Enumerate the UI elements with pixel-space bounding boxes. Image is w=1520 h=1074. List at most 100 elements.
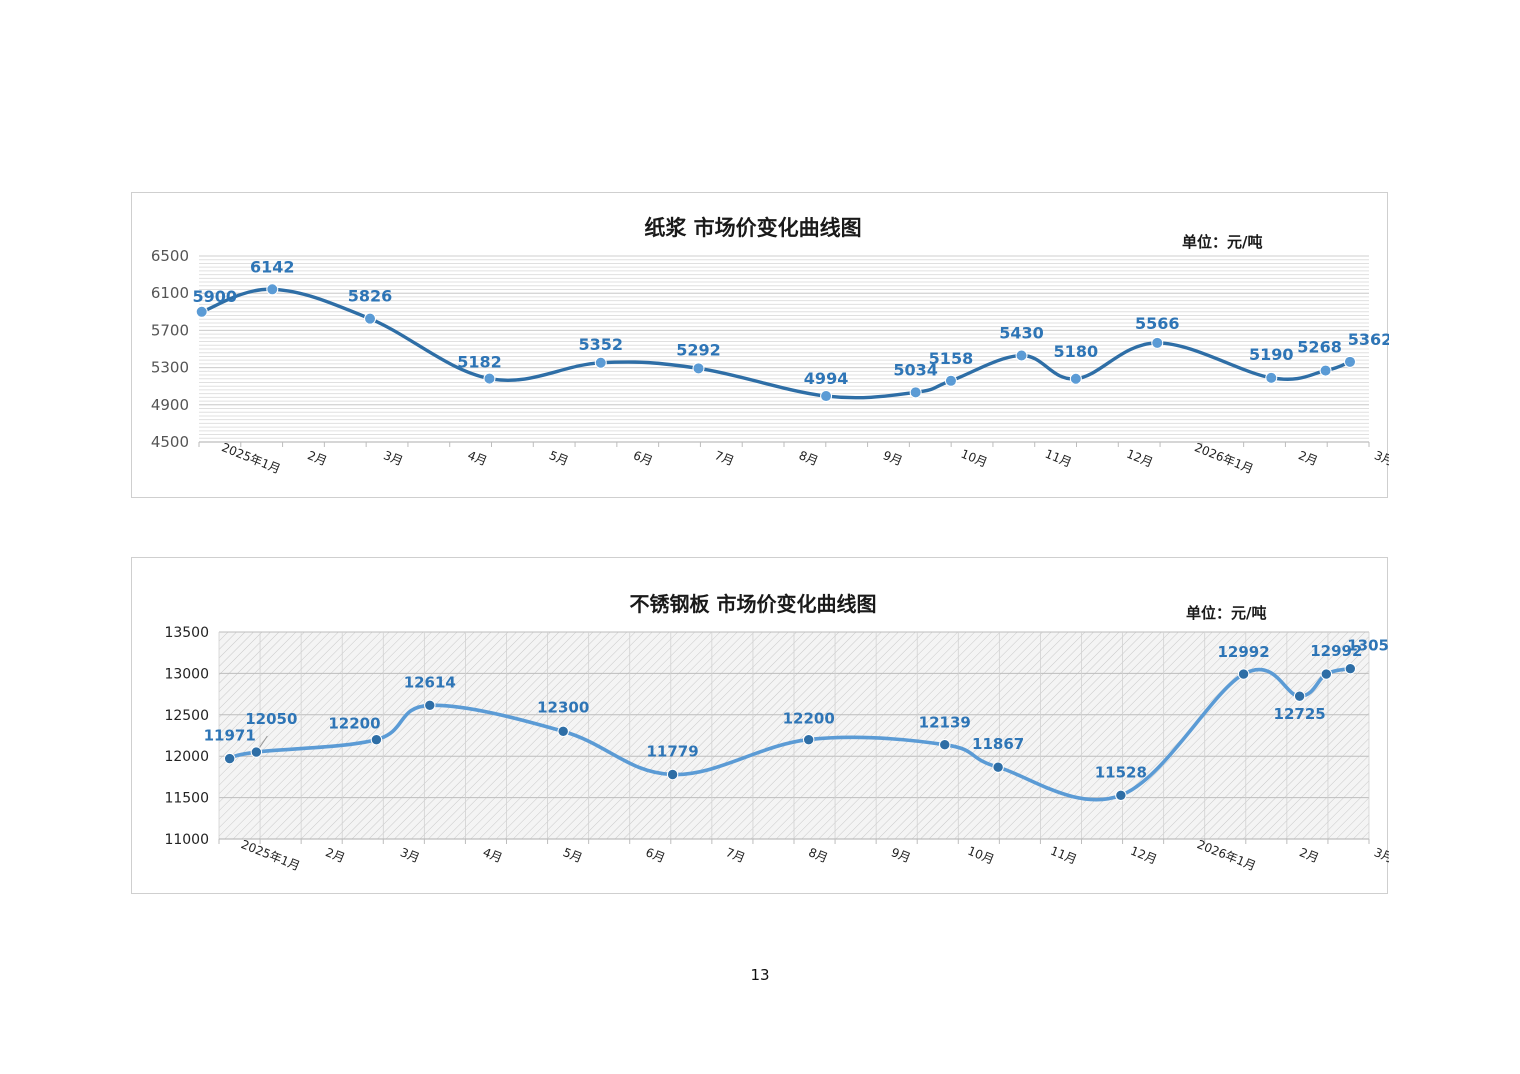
page-number: 13 — [750, 966, 770, 984]
steel-y-tick-label: 12000 — [164, 749, 209, 765]
steel-data-point — [1115, 789, 1127, 801]
steel-data-point — [557, 725, 569, 738]
pulp-y-tick-label: 6500 — [151, 247, 189, 265]
pulp-x-tick-label: 7月 — [713, 448, 736, 468]
steel-x-tick-label: 4月 — [481, 845, 504, 865]
pulp-x-tick-label: 3月 — [1372, 448, 1389, 468]
pulp-data-point — [364, 312, 377, 325]
pulp-data-point — [483, 372, 496, 385]
steel-y-tick-label: 11000 — [164, 832, 209, 848]
pulp-data-point — [944, 374, 957, 387]
steel-x-tick-label: 2月 — [1297, 845, 1320, 865]
steel-data-point — [1293, 690, 1306, 702]
pulp-data-label: 5826 — [348, 287, 393, 306]
steel-data-point — [250, 746, 263, 758]
pulp-x-tick-label: 12月 — [1124, 447, 1155, 470]
steel-data-label: 12139 — [919, 714, 971, 732]
steel-x-tick-label: 3月 — [398, 845, 421, 865]
steel-x-tick-label: 2025年1月 — [239, 837, 302, 873]
pulp-x-tick-label: 8月 — [797, 448, 820, 468]
pulp-data-label: 5900 — [192, 287, 237, 306]
pulp-data-point — [195, 305, 208, 318]
steel-data-label: 12200 — [783, 710, 835, 728]
pulp-y-tick-label: 5300 — [151, 359, 189, 377]
pulp-x-tick-label: 9月 — [881, 448, 904, 468]
steel-data-point — [666, 768, 679, 781]
steel-x-tick-label: 2月 — [324, 845, 347, 865]
steel-x-tick-label: 11月 — [1048, 844, 1079, 867]
steel-x-tick-label: 9月 — [889, 845, 912, 865]
steel-x-tick-label: 6月 — [644, 845, 667, 865]
pulp-data-point — [1069, 372, 1082, 385]
steel-x-tick-label: 8月 — [806, 845, 829, 865]
pulp-data-point — [820, 390, 833, 403]
pulp-data-label: 5180 — [1054, 342, 1099, 361]
steel-y-tick-label: 13500 — [164, 625, 209, 641]
steel-data-label: 13057 — [1347, 637, 1389, 655]
pulp-x-tick-label: 3月 — [382, 448, 405, 468]
steel-data-label: 12200 — [328, 715, 380, 733]
steel-data-point — [939, 738, 951, 751]
steel-data-label: 12300 — [537, 698, 589, 716]
pulp-data-label: 5034 — [893, 360, 938, 379]
steel-x-tick-label: 10月 — [966, 844, 997, 867]
steel-data-label: 11528 — [1095, 763, 1147, 781]
pulp-data-point — [909, 386, 922, 399]
steel-data-point — [370, 733, 383, 746]
steel-x-tick-label: 7月 — [724, 845, 747, 865]
pulp-x-tick-label: 6月 — [631, 448, 654, 468]
steel-data-point — [1320, 668, 1333, 680]
pulp-data-label: 5158 — [929, 349, 974, 368]
steel-data-label: 12992 — [1218, 643, 1270, 661]
pulp-data-point — [1319, 364, 1332, 377]
pulp-data-label: 5352 — [578, 335, 623, 354]
steel-unit-label: 单位：元/吨 — [1186, 604, 1266, 622]
pulp-x-tick-label: 5月 — [547, 448, 570, 468]
steel-data-label: 12992 — [1310, 642, 1362, 660]
pulp-data-point — [1265, 371, 1278, 384]
pulp-y-tick-label: 6100 — [151, 284, 189, 302]
steel-data-label: 12725 — [1274, 705, 1326, 723]
steel-x-tick-label: 5月 — [561, 845, 584, 865]
pulp-data-point — [692, 362, 705, 375]
pulp-data-label: 6142 — [250, 257, 295, 276]
steel-data-label: 11971 — [204, 727, 256, 745]
steel-data-label: 11779 — [647, 742, 699, 760]
pulp-data-point — [1015, 349, 1028, 362]
pulp-data-label: 5362 — [1348, 330, 1389, 349]
steel-data-point — [223, 752, 236, 765]
steel-chart-title: 不锈钢板 市场价变化曲线图 — [630, 592, 877, 616]
pulp-data-point — [594, 356, 607, 369]
steel-data-label: 12050 — [245, 710, 297, 728]
steel-y-tick-label: 12500 — [164, 708, 209, 724]
pulp-x-tick-label: 2025年1月 — [220, 440, 283, 476]
pulp-data-label: 5430 — [999, 324, 1044, 343]
steel-price-line — [227, 666, 1353, 802]
steel-x-tick-label: 12月 — [1128, 844, 1159, 867]
steel-data-label: 11867 — [972, 735, 1024, 753]
steel-y-tick-label: 13000 — [164, 666, 209, 682]
steel-data-point — [802, 733, 815, 746]
pulp-x-tick-label: 10月 — [959, 447, 990, 470]
pulp-price-chart: 纸浆 市场价变化曲线图 单位：元/吨 4500 4900 5300 5700 6100 650… — [131, 192, 1389, 498]
pulp-y-tick-label: 4500 — [151, 433, 189, 451]
steel-data-point — [1237, 668, 1250, 680]
steel-data-point — [1344, 662, 1357, 675]
steel-x-tick-label: 2026年1月 — [1195, 837, 1258, 873]
pulp-data-label: 5182 — [457, 353, 502, 372]
pulp-x-tick-label: 2026年1月 — [1192, 440, 1255, 476]
steel-data-point — [992, 761, 1004, 773]
pulp-y-tick-label: 5700 — [151, 321, 189, 339]
steel-data-point — [424, 699, 436, 712]
pulp-data-label: 5566 — [1135, 314, 1180, 333]
pulp-data-label: 5268 — [1297, 338, 1342, 357]
pulp-x-tick-label: 11月 — [1043, 447, 1074, 470]
pulp-data-point — [1343, 355, 1356, 368]
pulp-data-point — [266, 283, 279, 296]
pulp-price-line — [200, 287, 1352, 400]
steel-x-tick-label: 3月 — [1372, 845, 1389, 865]
stainless-steel-price-chart: 不锈钢板 市场价变化曲线图 单位：元/吨 11000 11500 12000 12500 1… — [131, 557, 1389, 894]
pulp-x-tick-label: 2月 — [305, 448, 328, 468]
pulp-chart-title: 纸浆 市场价变化曲线图 — [644, 216, 861, 240]
